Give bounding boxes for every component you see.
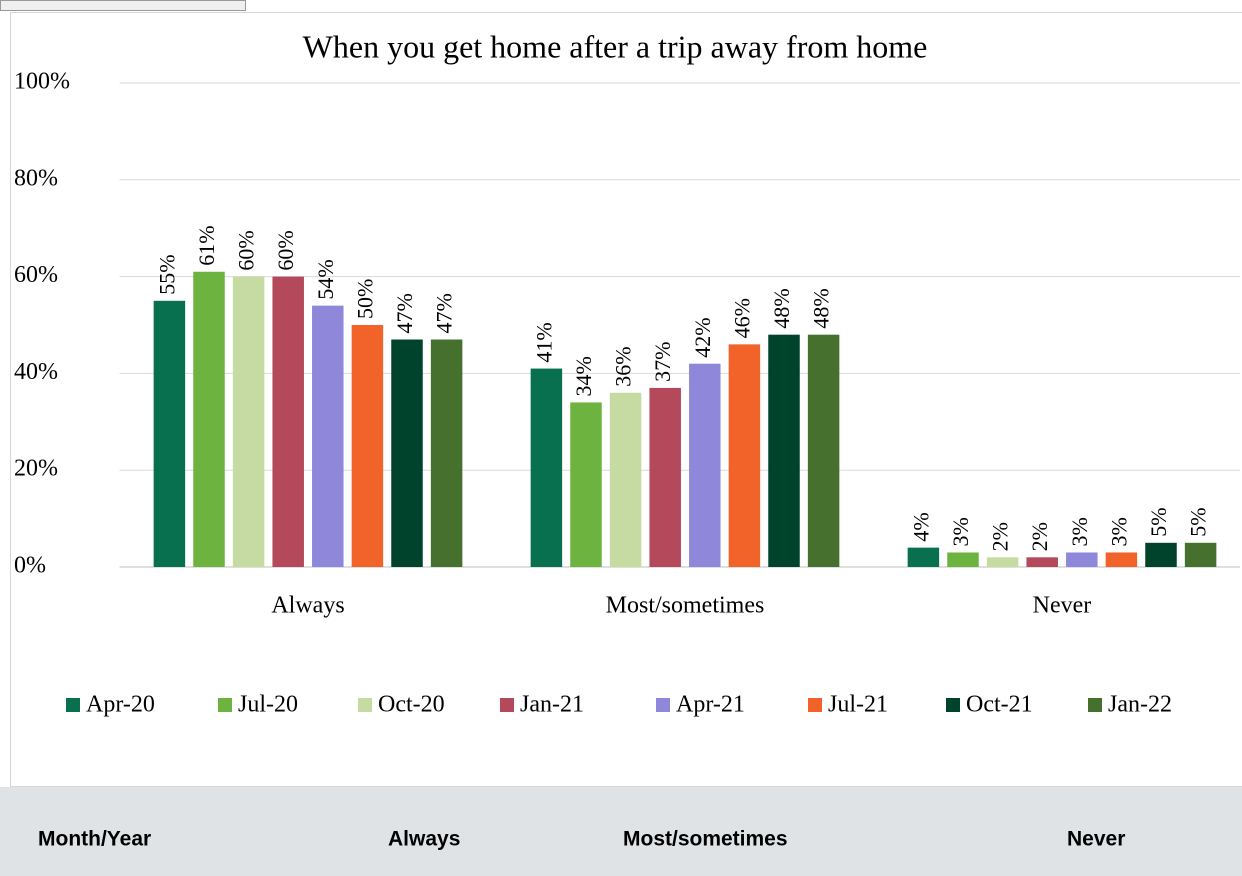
legend-swatch (66, 698, 80, 712)
y-tick-label: 80% (14, 165, 58, 191)
bar (272, 276, 304, 567)
data-label: 48% (809, 288, 834, 328)
bar (649, 387, 681, 567)
legend-label: Jan-22 (1108, 692, 1172, 718)
legend-swatch (656, 698, 670, 712)
data-label: 3% (1106, 517, 1131, 546)
y-tick-label: 0% (14, 553, 46, 579)
data-label: 4% (908, 512, 933, 541)
bar (530, 368, 563, 567)
bar (153, 300, 186, 567)
legend-swatch (808, 698, 822, 712)
bar (1105, 552, 1138, 567)
bar (1066, 552, 1098, 567)
x-tick-label: Never (1033, 593, 1092, 619)
data-label: 60% (273, 230, 298, 270)
bar (1184, 542, 1217, 567)
data-label: 34% (571, 356, 596, 396)
table-header: Never (1067, 828, 1125, 851)
bar (351, 325, 384, 567)
bar (1145, 542, 1177, 567)
data-label: 46% (729, 298, 754, 338)
legend-swatch (218, 698, 232, 712)
legend-label: Jul-21 (828, 692, 888, 718)
bar (807, 334, 840, 567)
data-label: 3% (1067, 517, 1092, 546)
bar (689, 363, 721, 567)
x-tick-label: Always (271, 593, 344, 619)
data-label: 2% (988, 522, 1013, 551)
table-header: Most/sometimes (623, 828, 788, 851)
bar (430, 339, 463, 567)
bar (312, 305, 344, 567)
data-label: 47% (432, 293, 457, 333)
bar (728, 344, 761, 567)
legend-label: Jul-20 (238, 692, 298, 718)
data-label: 37% (650, 342, 675, 382)
data-label: 36% (611, 346, 636, 386)
bar (947, 552, 979, 567)
bar (907, 547, 940, 567)
y-tick-label: 100% (14, 69, 70, 95)
data-label: 50% (352, 279, 377, 319)
legend-label: Oct-21 (966, 692, 1033, 718)
legend-label: Apr-21 (676, 692, 745, 718)
table-header: Always (388, 828, 460, 851)
data-label: 41% (531, 322, 556, 362)
data-label: 61% (194, 225, 219, 265)
data-label: 48% (769, 288, 794, 328)
bar (570, 402, 602, 567)
legend-label: Jan-21 (520, 692, 584, 718)
data-label: 60% (234, 230, 259, 270)
data-label: 5% (1186, 507, 1211, 536)
bar (391, 339, 423, 567)
legend-swatch (500, 698, 514, 712)
data-label: 54% (313, 259, 338, 299)
legend-label: Oct-20 (378, 692, 445, 718)
bar (1026, 557, 1058, 567)
data-label: 5% (1146, 507, 1171, 536)
data-label: 42% (690, 317, 715, 357)
bar (986, 557, 1019, 567)
y-tick-label: 60% (14, 262, 58, 288)
bar (609, 392, 642, 567)
bar (232, 276, 265, 567)
bar (193, 271, 225, 567)
legend-swatch (946, 698, 960, 712)
data-label: 3% (948, 517, 973, 546)
tab-button[interactable] (0, 0, 246, 11)
legend-swatch (1088, 698, 1102, 712)
data-label: 47% (392, 293, 417, 333)
table-header-row (0, 787, 1242, 876)
x-tick-label: Most/sometimes (606, 593, 765, 619)
y-tick-label: 40% (14, 359, 58, 385)
data-label: 55% (154, 254, 179, 294)
bar (768, 334, 800, 567)
data-label: 2% (1027, 522, 1052, 551)
chart-title: When you get home after a trip away from… (303, 28, 928, 64)
legend-label: Apr-20 (86, 692, 155, 718)
y-tick-label: 20% (14, 456, 58, 482)
legend-swatch (358, 698, 372, 712)
table-header: Month/Year (38, 828, 151, 851)
